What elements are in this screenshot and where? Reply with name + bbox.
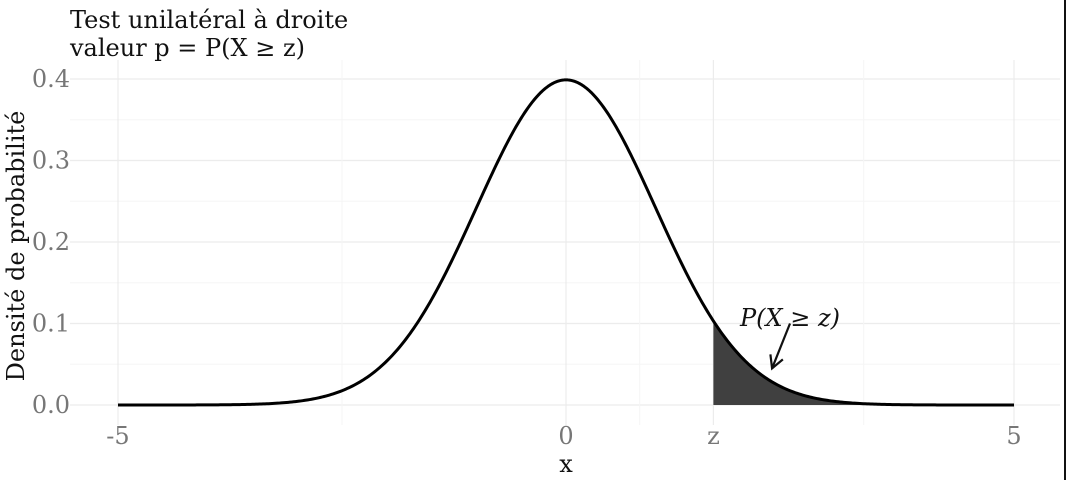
density-curve xyxy=(118,78,1014,407)
x-tick-label: z xyxy=(707,422,720,450)
x-axis-ticks: -5 0 z 5 xyxy=(106,422,1021,450)
chart-title: Test unilatéral à droite xyxy=(70,6,348,34)
y-tick-label: 0.4 xyxy=(32,65,70,93)
y-tick-label: 0.1 xyxy=(32,310,70,338)
x-axis-label: x xyxy=(559,450,573,478)
annotation-label: P(X ≥ z) xyxy=(739,304,840,332)
y-tick-label: 0.2 xyxy=(32,228,70,256)
plot-area: P(X ≥ z) xyxy=(118,78,1014,407)
x-tick-label: 5 xyxy=(1006,422,1021,450)
frame-edge xyxy=(1064,0,1066,480)
grid-lines xyxy=(70,60,1060,425)
y-tick-label: 0.0 xyxy=(32,391,70,419)
y-axis-ticks: 0.0 0.1 0.2 0.3 0.4 xyxy=(32,65,70,419)
annotation-arrow-shaft xyxy=(771,323,792,369)
chart-subtitle: valeur p = P(X ≥ z) xyxy=(69,34,305,62)
x-tick-label: -5 xyxy=(106,422,129,450)
y-axis-label: Densité de probabilité xyxy=(2,111,30,382)
shaded-tail-area xyxy=(713,320,1014,405)
x-tick-label: 0 xyxy=(558,422,573,450)
y-tick-label: 0.3 xyxy=(32,147,70,175)
annotation-arrow-head xyxy=(769,354,784,371)
